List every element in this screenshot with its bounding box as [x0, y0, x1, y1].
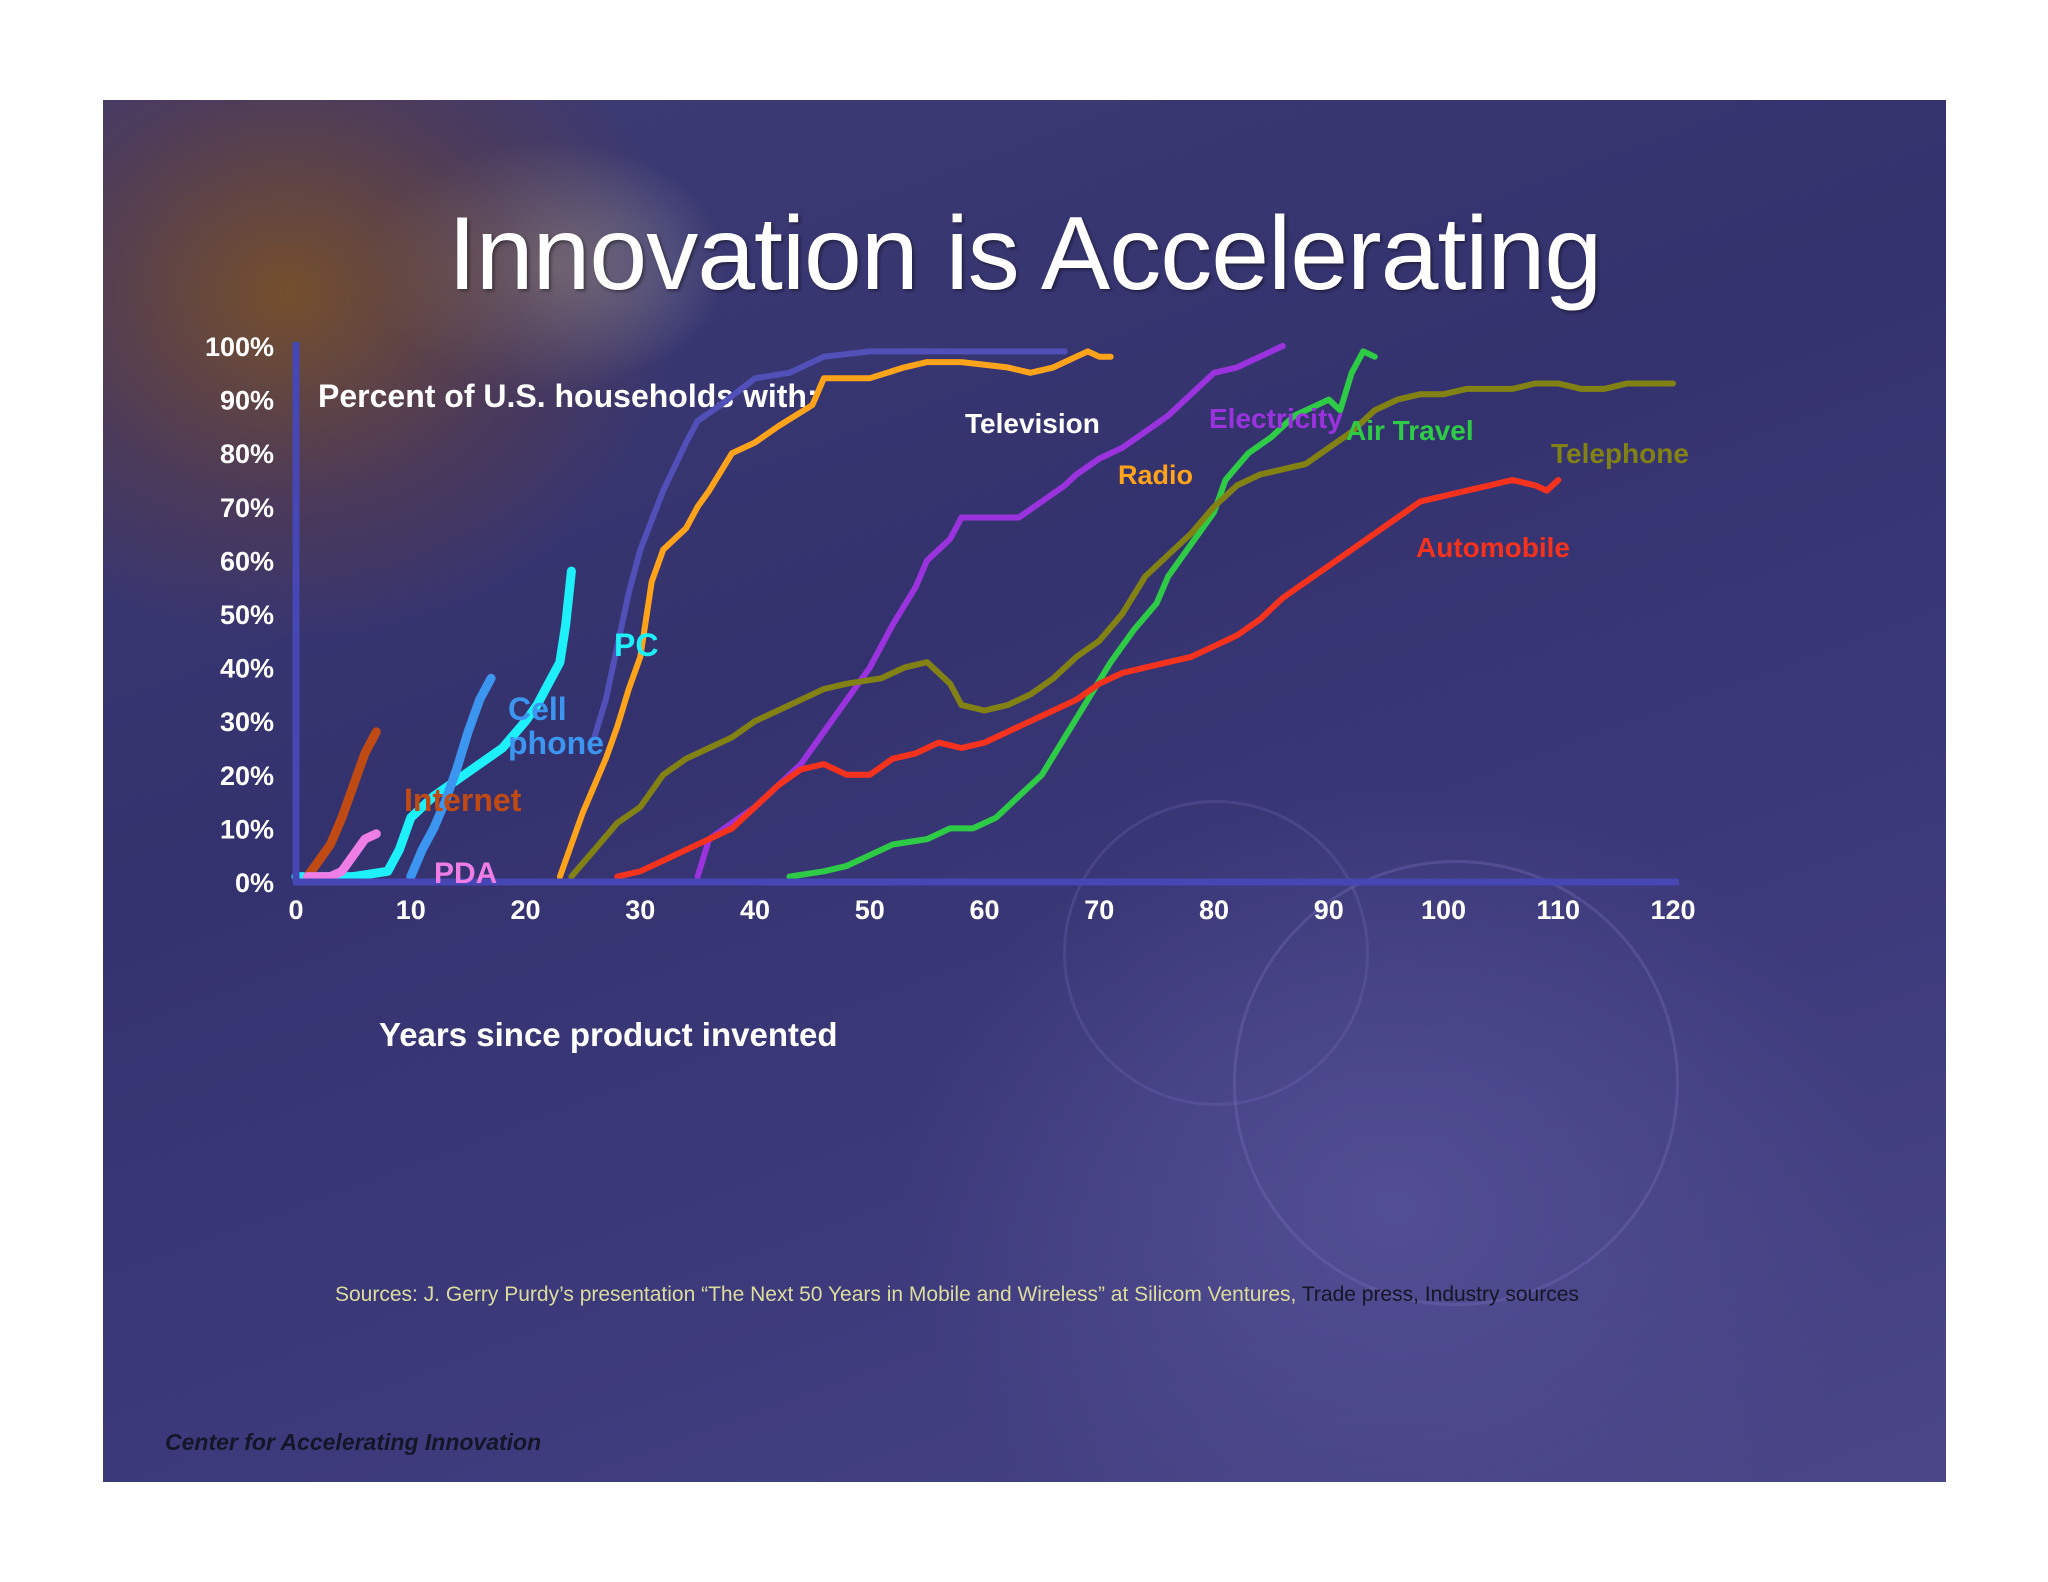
- sources-industry: Industry sources: [1418, 1283, 1579, 1306]
- series-label-electricity: Electricity: [1209, 403, 1343, 434]
- series-lines: [291, 343, 1676, 882]
- series-line-automobile: [614, 477, 1562, 880]
- series-line-television: [591, 348, 1068, 741]
- x-tick-label: 110: [1536, 895, 1580, 925]
- y-tick-label: 30%: [220, 707, 274, 737]
- y-tick-label: 80%: [220, 439, 274, 469]
- slide: Innovation is Accelerating Percent of U.…: [103, 100, 1946, 1482]
- series-line-cell-phone: [406, 673, 496, 882]
- slide-title: Innovation is Accelerating: [447, 196, 1602, 312]
- series-label-internet: Internet: [404, 782, 522, 818]
- series-label-air-travel: Air Travel: [1346, 415, 1474, 446]
- series-label-pda: PDA: [434, 857, 497, 890]
- series-label-television: Television: [965, 408, 1100, 439]
- y-tick-label: 60%: [220, 546, 274, 576]
- series-label-radio: Radio: [1118, 460, 1193, 490]
- series-line-internet: [303, 727, 381, 882]
- sources-main: Sources: J. Gerry Purdy’s presentation “…: [335, 1283, 1297, 1306]
- y-tick-label: 90%: [220, 386, 274, 416]
- axes: [292, 342, 1679, 886]
- x-tick-label: 90: [1314, 895, 1344, 925]
- chart-title: Percent of U.S. households with:: [318, 378, 818, 414]
- y-tick-label: 20%: [220, 761, 274, 791]
- footer-organization: Center for Accelerating Innovation: [165, 1429, 542, 1455]
- x-tick-label: 40: [740, 895, 770, 925]
- series-line-telephone: [568, 380, 1676, 880]
- y-tick-label: 40%: [220, 654, 274, 684]
- x-tick-label: 80: [1199, 895, 1229, 925]
- sources-note: Sources: J. Gerry Purdy’s presentation “…: [335, 1283, 1579, 1307]
- series-label-automobile: Automobile: [1416, 532, 1570, 563]
- sources-separator: ,: [1413, 1283, 1419, 1306]
- x-tick-label: 50: [855, 895, 885, 925]
- x-tick-label: 20: [510, 895, 540, 925]
- y-tick-label: 0%: [235, 868, 274, 898]
- x-axis-label: Years since product invented: [379, 1016, 838, 1053]
- y-tick-label: 50%: [220, 600, 274, 630]
- x-tick-label: 60: [969, 895, 999, 925]
- sources-trade-press: Trade press: [1296, 1283, 1414, 1306]
- series-line-pda: [303, 829, 381, 882]
- x-tick-label: 70: [1084, 895, 1114, 925]
- y-tick-label: 100%: [205, 332, 274, 362]
- y-tick-label: 70%: [220, 493, 274, 523]
- line-chart: Percent of U.S. households with: 0% 10% 20…: [205, 332, 1696, 1053]
- decorative-ring-small: [1063, 800, 1369, 1106]
- x-tick-label: 120: [1650, 895, 1695, 925]
- series-labels: Television Radio Electricity Air Travel Tele…: [404, 403, 1689, 890]
- x-tick-label: 0: [288, 895, 303, 925]
- series-label-cell-phone: Cell: [508, 691, 567, 727]
- series-label-cell-phone: phone: [508, 725, 604, 761]
- axis-ticks: 0% 10% 20% 30% 40% 50% 60% 70% 80% 90% 100% 0 10 20 30…: [205, 332, 1696, 925]
- series-line-pc: [291, 566, 576, 882]
- x-tick-label: 10: [396, 895, 426, 925]
- x-tick-label: 30: [625, 895, 655, 925]
- x-tick-label: 100: [1421, 895, 1466, 925]
- series-line-radio: [556, 348, 1114, 880]
- y-tick-label: 10%: [220, 814, 274, 844]
- series-label-telephone: Telephone: [1551, 438, 1689, 469]
- series-label-pc: PC: [614, 627, 658, 663]
- series-line-air-travel: [786, 348, 1378, 880]
